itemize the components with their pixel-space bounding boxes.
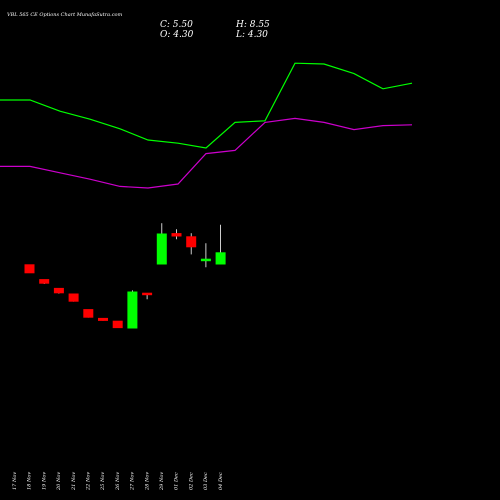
open-readout: O: 4.30 [160,30,194,40]
x-tick-label: 04 Dec [218,472,224,490]
x-tick-label: 21 Nov [71,472,77,491]
candle [39,279,50,284]
x-tick-label: 25 Nov [100,472,106,491]
x-tick-label: 22 Nov [86,472,92,491]
x-tick-label: 17 Nov [12,472,18,490]
candle [98,317,108,321]
candle-body [112,320,123,329]
x-tick-label: 20 Nov [56,472,62,491]
upper-band-line [0,62,413,149]
candle [200,243,211,268]
x-tick-label: 19 Nov [41,472,47,490]
candle-body [127,291,138,329]
close-readout: C: 5.50 [160,20,193,30]
candle [53,287,64,294]
x-axis-ticks: 17 Nov 18 Nov 19 Nov 20 Nov 21 Nov 22 Nov 25 N… [12,472,224,491]
low-readout: L: 4.30 [235,30,268,40]
candle-body [83,309,94,318]
candle [83,309,94,318]
x-tick-label: 26 Nov [115,472,121,491]
x-tick-label: 03 Dec [203,472,209,490]
candle [68,293,79,302]
candle [142,292,153,300]
x-tick-label: 29 Nov [159,472,165,491]
candle-body [39,279,50,284]
chart-title: VBL 565 CE Options Chart MunafaSutra.com [7,12,123,18]
candle [186,233,197,255]
x-tick-label: 18 Nov [27,472,33,490]
high-readout: H: 8.55 [235,20,270,30]
candle-body [98,317,108,321]
candle-body [200,258,211,262]
candle-body [171,233,182,237]
x-tick-label: 01 Dec [174,472,180,490]
candle-body [68,293,79,302]
candle [112,320,123,329]
x-tick-label: 27 Nov [130,472,136,491]
lower-band-line [0,117,413,189]
candle [215,224,226,265]
candle [156,223,167,265]
candle [171,229,182,240]
x-tick-label: 28 Nov [144,472,150,491]
candle-body [186,236,197,248]
candle-body [215,252,226,265]
candle-body [53,287,64,294]
candles-layer [24,223,226,329]
x-tick-label: 02 Dec [188,472,194,490]
candle [24,264,35,274]
candle-body [142,292,153,296]
candle-body [24,264,35,274]
candle-body [156,233,167,265]
candle [127,290,138,329]
bands-layer [0,62,413,189]
